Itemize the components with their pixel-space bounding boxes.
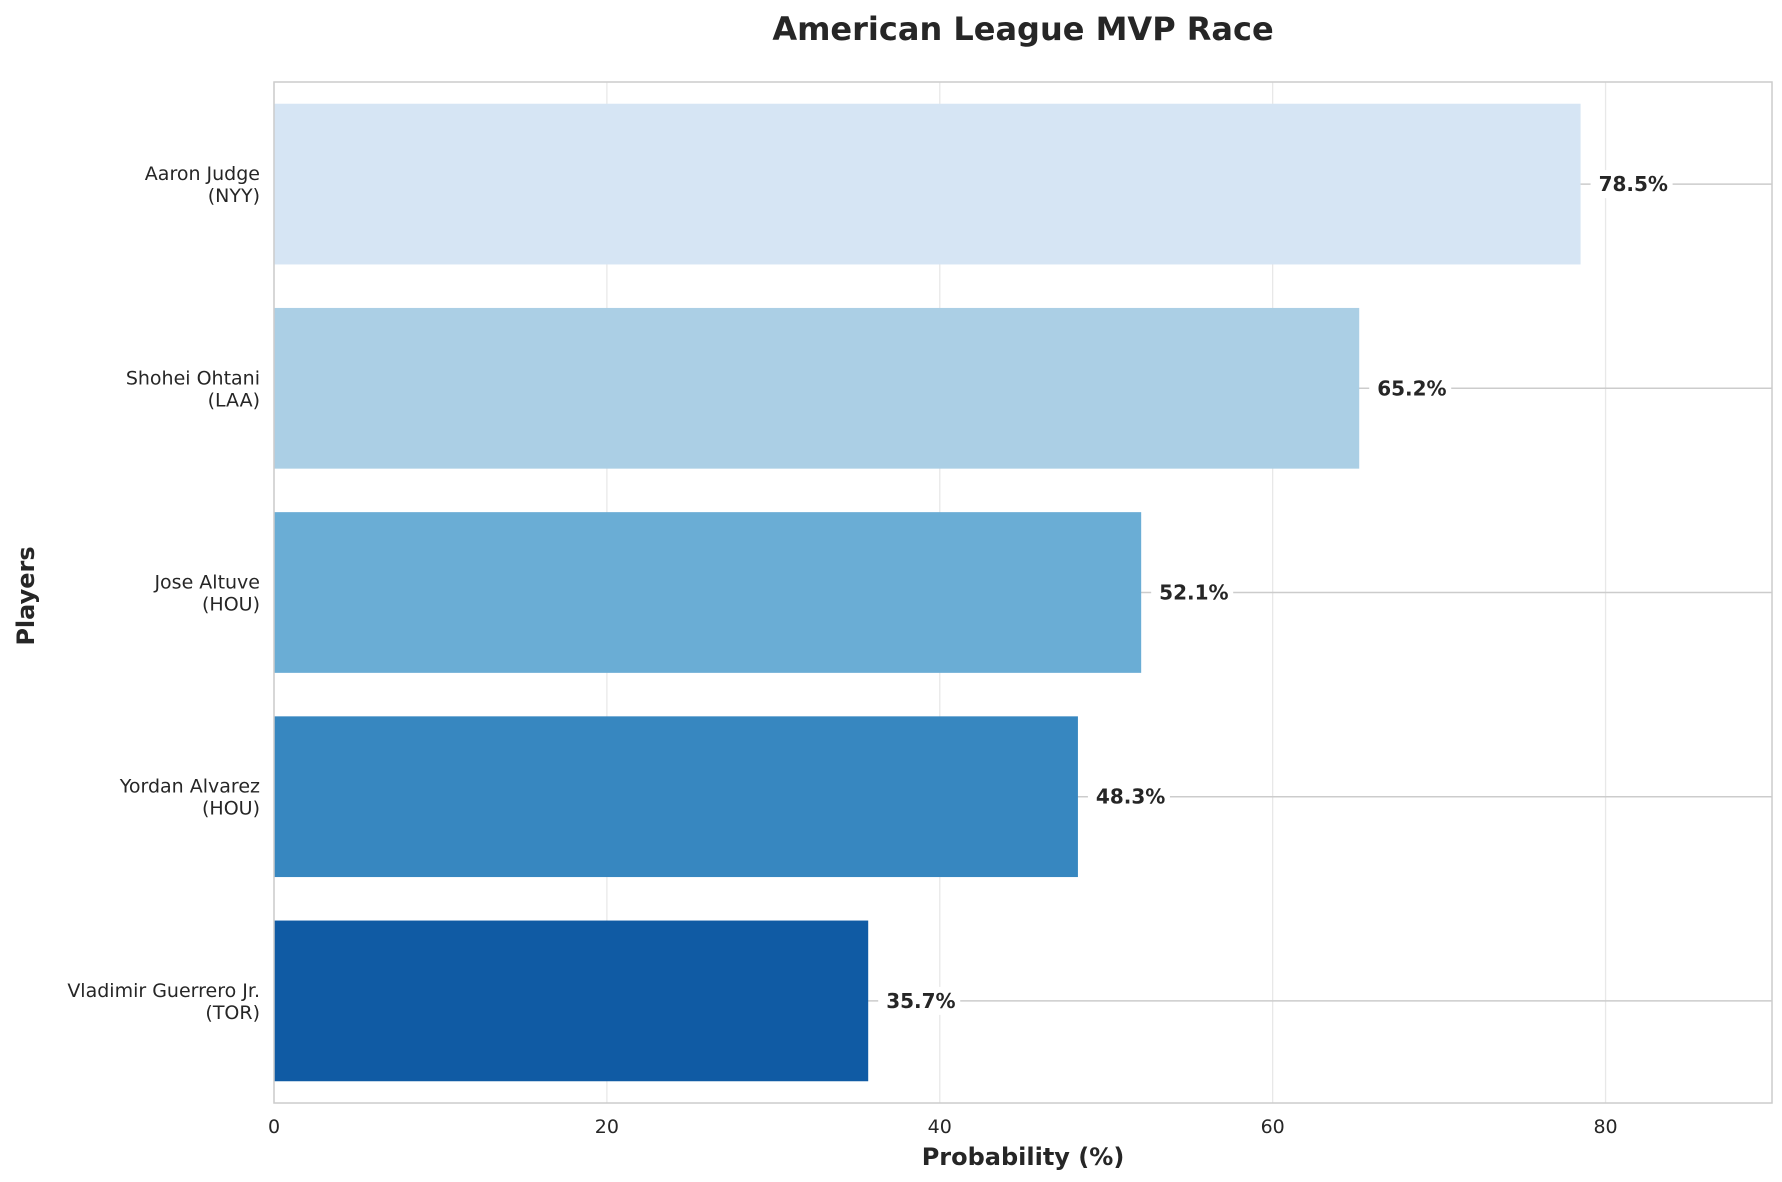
bar [274,307,1360,469]
bar-value-label: 78.5% [1599,172,1668,196]
bar-label-backing [878,986,961,1015]
y-tick-labels: Aaron Judge (NYY) Shohei Ohtani (LAA) Jose A… [67,163,260,1024]
y-tick-label: Jose Altuve (HOU) [153,572,260,616]
bar-value-label: 65.2% [1377,376,1446,400]
y-tick-label: Aaron Judge (NYY) [145,163,260,207]
y-tick-label: Shohei Ohtani (LAA) [126,367,260,411]
plot-frame [273,81,1773,1104]
bar-value-label: 48.3% [1096,785,1165,809]
bar-label-backing [1151,578,1234,607]
x-tick-label: 60 [1261,1116,1285,1138]
bar-value-labels: 78.5% 65.2% 52.1% 48.3% 35.7% [878,170,1673,1015]
y-axis-label: Players [12,546,40,645]
x-axis-label: Probability (%) [922,1143,1125,1171]
bar [274,103,1581,265]
bar-label-backing [1590,170,1673,199]
bar [274,716,1078,878]
bar-label-backing [1369,374,1452,403]
x-tick-label: 0 [268,1116,280,1138]
bar-value-label: 35.7% [886,989,955,1013]
x-tick-labels: 0 20 40 60 80 [268,1116,1618,1138]
y-tick-label: Vladimir Guerrero Jr. (TOR) [67,980,260,1024]
bar-label-backing [1087,782,1170,811]
bar [274,512,1142,673]
bar-value-label: 52.1% [1159,581,1228,605]
x-tick-label: 40 [928,1116,952,1138]
x-tick-label: 20 [595,1116,619,1138]
x-tick-label: 80 [1593,1116,1617,1138]
bar [274,920,869,1082]
y-tick-label: Yordan Alvarez (HOU) [119,776,260,820]
chart-title: American League MVP Race [772,10,1273,48]
bars [274,103,1581,1082]
